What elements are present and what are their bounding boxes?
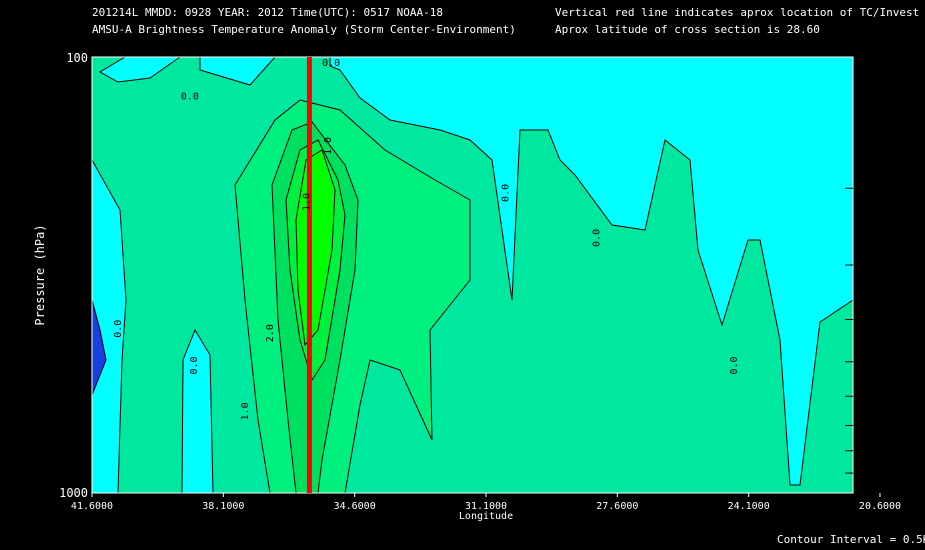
y-tick-1000: 1000 bbox=[59, 486, 88, 500]
contour-label: 1.0 bbox=[240, 402, 251, 420]
contour-labels: 0.0 0.0 1.0 0.0 0.0 1.0 0.0 2.0 0.0 0.0 1.0 bbox=[113, 58, 740, 420]
y-tick-100: 100 bbox=[66, 51, 88, 65]
x-tick-label: 38.1000 bbox=[202, 501, 244, 512]
tc-line-note: Vertical red line indicates aprox locati… bbox=[555, 6, 920, 19]
x-tick-label: 31.1000 bbox=[465, 501, 507, 512]
cyan-region-bottom-left bbox=[181, 328, 214, 494]
x-tick-label: 20.6000 bbox=[859, 501, 901, 512]
contour-label: 0.0 bbox=[501, 184, 512, 202]
right-axis-ticks bbox=[845, 187, 853, 474]
latitude-note: Aprox latitude of cross section is 28.60 bbox=[555, 23, 820, 36]
plot-frame bbox=[91, 56, 854, 494]
y-axis-label: Pressure (hPa) bbox=[33, 224, 47, 325]
chart-header-line2: AMSU-A Brightness Temperature Anomaly (S… bbox=[92, 23, 516, 36]
chart-header-line1: 201214L MMDD: 0928 YEAR: 2012 Time(UTC):… bbox=[92, 6, 443, 19]
contour-label: 0.0 bbox=[322, 58, 340, 69]
contour-label: 2.0 bbox=[265, 324, 276, 342]
contour-label: 1.0 bbox=[301, 193, 312, 211]
x-tick-label: 34.6000 bbox=[334, 501, 376, 512]
contour-label: 0.0 bbox=[113, 320, 124, 338]
x-tick-label: 41.6000 bbox=[71, 501, 113, 512]
contour-interval-note: Contour Interval = 0.5K bbox=[777, 533, 925, 546]
x-axis-ticks bbox=[91, 493, 881, 497]
contour-label: 0.0 bbox=[181, 91, 199, 102]
x-tick-labels: 41.6000 38.1000 34.6000 31.1000 27.6000 24.10… bbox=[71, 501, 901, 512]
contour-label: 0.0 bbox=[591, 229, 602, 247]
x-tick-label: 27.6000 bbox=[596, 501, 638, 512]
x-tick-label: 24.1000 bbox=[728, 501, 770, 512]
x-axis-label: Longitude bbox=[459, 511, 513, 522]
contour-label: 1.0 bbox=[323, 137, 334, 155]
contour-label: 0.0 bbox=[729, 356, 740, 374]
cyan-region-upper-right bbox=[329, 56, 854, 486]
contour-label: 0.0 bbox=[189, 356, 200, 374]
